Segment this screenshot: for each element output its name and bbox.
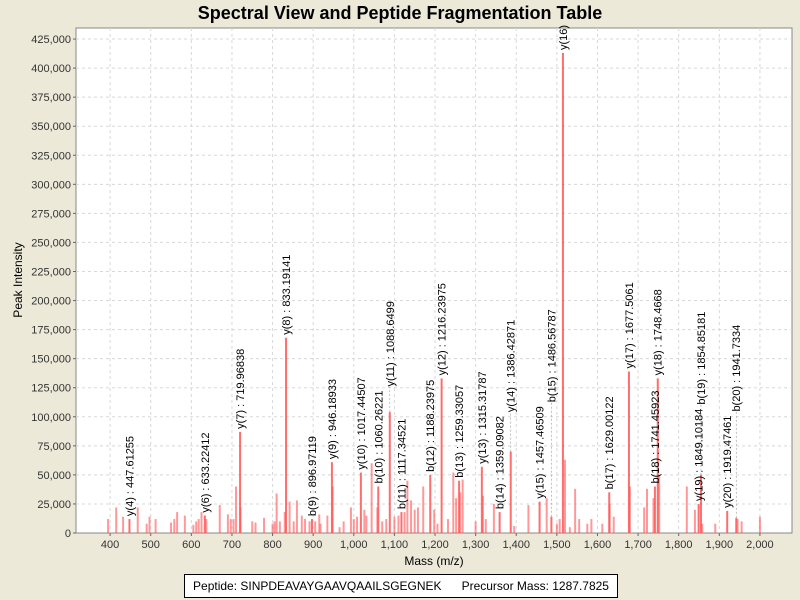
y-tick-label: 325,000: [31, 150, 71, 162]
x-tick-label: 500: [142, 539, 160, 551]
x-tick-label: 800: [263, 539, 281, 551]
x-tick-label: 1,900: [706, 539, 734, 551]
x-tick-label: 600: [182, 539, 200, 551]
y-tick-label: 350,000: [31, 121, 71, 133]
peak-label: y(14) : 1386.42871: [506, 320, 518, 412]
peak-label: y(18) : 1748.4668: [653, 289, 665, 375]
y-tick-label: 0: [65, 528, 71, 540]
x-tick-label: 1,400: [502, 539, 530, 551]
x-axis: 400 500 600 700 800 900 1,000 1,100 1,200 1,300 1,…: [101, 533, 774, 551]
y-tick-label: 25,000: [37, 499, 71, 511]
plot-area: [75, 27, 793, 534]
peak-label: b(9) : 896.97119: [307, 436, 319, 516]
peak-label: b(11) : 1117.34521: [396, 419, 408, 510]
peak-label: y(7) : 719.96838: [235, 349, 247, 429]
peak-label: b(15) : 1486.56787: [546, 309, 558, 402]
peak-label: y(9) : 946.18933: [327, 379, 339, 459]
y-tick-label: 50,000: [37, 470, 71, 482]
peak-label: y(6) : 633.22412: [200, 432, 212, 512]
x-tick-label: 700: [223, 539, 241, 551]
peak-label: y(10) : 1017.44507: [356, 377, 368, 469]
x-tick-label: 1,100: [381, 539, 409, 551]
peak-label: y(17) : 1677.5061: [624, 282, 636, 368]
x-tick-label: 1,700: [624, 539, 652, 551]
peaks: [107, 52, 761, 533]
x-axis-label: Mass (m/z): [404, 554, 463, 568]
peak-label: b(19) : 1854.85181: [696, 312, 708, 405]
x-tick-label: 2,000: [746, 539, 774, 551]
x-tick-label: 1,500: [543, 539, 571, 551]
y-tick-label: 175,000: [31, 325, 71, 337]
y-axis: 0 25,000 50,000 75,000 100,000 125,000 150,000…: [31, 34, 76, 540]
x-tick-label: 400: [101, 539, 119, 551]
y-tick-label: 425,000: [31, 34, 71, 46]
x-tick-label: 1,800: [665, 539, 693, 551]
x-tick-label: 900: [304, 539, 322, 551]
y-tick-label: 375,000: [31, 92, 71, 104]
y-tick-label: 250,000: [31, 237, 71, 249]
y-tick-label: 150,000: [31, 354, 71, 366]
y-tick-label: 275,000: [31, 208, 71, 220]
y-tick-label: 300,000: [31, 179, 71, 191]
peptide-info-box: Peptide: SINPDEAVAYGAAVQAAILSGEGNEK Prec…: [184, 574, 618, 598]
peak-label: y(13) : 1315.31787: [477, 371, 489, 463]
x-tick-label: 1,300: [462, 539, 490, 551]
peak-label: y(15) : 1457.46509: [535, 406, 547, 498]
y-tick-label: 200,000: [31, 296, 71, 308]
y-tick-label: 75,000: [37, 441, 71, 453]
y-axis-label: Peak Intensity: [11, 242, 25, 317]
x-tick-label: 1,000: [340, 539, 368, 551]
peak-label: b(20) : 1941.7334: [731, 325, 743, 412]
peak-labels: y(4) : 447.61255 y(6) : 633.22412 y(7) : 7…: [124, 25, 743, 518]
y-tick-label: 125,000: [31, 383, 71, 395]
peak-label: y(16): [558, 25, 570, 50]
y-tick-label: 225,000: [31, 266, 71, 278]
peak-label: y(4) : 447.61255: [124, 436, 136, 516]
grid: [76, 28, 792, 533]
peak-label: y(19) : 1849.10184: [694, 409, 706, 501]
peak-label: y(12) : 1216.23975: [437, 283, 449, 375]
peak-label: b(10) : 1060.26221: [373, 391, 385, 484]
peak-label: b(14) : 1359.09082: [495, 416, 507, 509]
peak-label: b(18) : 1741.45923: [650, 391, 662, 484]
peak-label: b(13) : 1259.33057: [454, 385, 466, 478]
peak-label: y(8) : 833.19141: [281, 255, 293, 335]
x-tick-label: 1,600: [584, 539, 612, 551]
peak-label: y(11) : 1088.6499: [385, 301, 397, 386]
chart-title: Spectral View and Peptide Fragmentation …: [197, 3, 603, 23]
peak-label: b(12) : 1188.23975: [425, 380, 437, 472]
y-tick-label: 400,000: [31, 63, 71, 75]
peak-label: b(17) : 1629.00122: [604, 396, 616, 489]
x-tick-label: 1,200: [421, 539, 449, 551]
y-tick-label: 100,000: [31, 412, 71, 424]
peak-label: y(20) : 1919.47461: [722, 416, 734, 508]
